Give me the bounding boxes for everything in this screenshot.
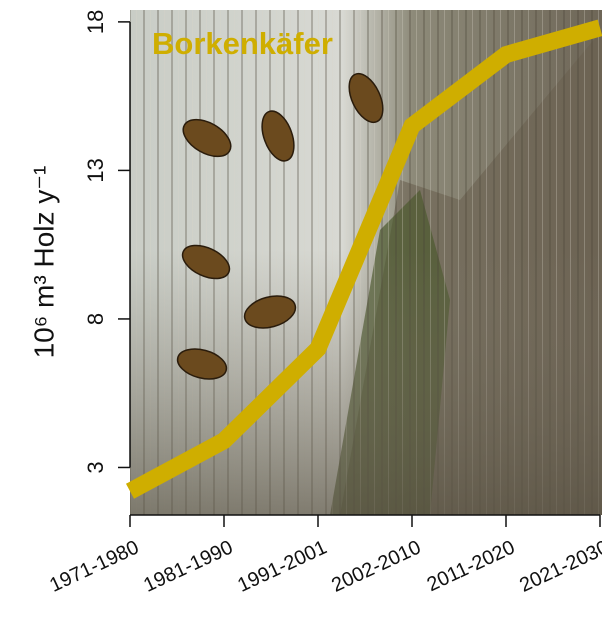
y-tick-label: 13 xyxy=(83,158,108,182)
chart-title: Borkenkäfer xyxy=(152,26,333,61)
beetles xyxy=(176,72,384,380)
x-tick-label: 2011-2020 xyxy=(424,536,519,596)
data-line xyxy=(125,19,602,499)
x-tick-label: 2021-2030 xyxy=(516,536,602,596)
x-tick-label: 1981-1990 xyxy=(140,536,236,596)
y-tick-label: 8 xyxy=(83,313,108,325)
y-tick-label: 3 xyxy=(83,461,108,473)
x-tick-label: 2002-2010 xyxy=(328,536,424,596)
x-tick-label: 1971-1980 xyxy=(46,536,142,596)
x-tick-label: 1991-2001 xyxy=(234,536,330,596)
y-axis-label: 10⁶ m³ Holz y⁻¹ xyxy=(28,166,59,359)
y-tick-label: 18 xyxy=(83,10,108,34)
